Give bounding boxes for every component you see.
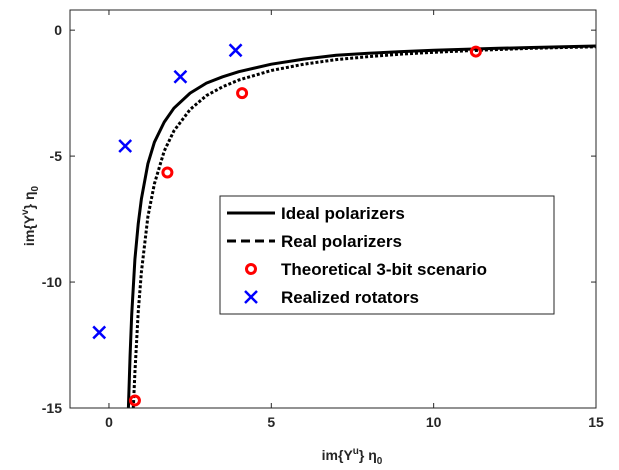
legend-label-real: Real polarizers bbox=[281, 232, 402, 251]
legend-swatch-realized bbox=[244, 290, 258, 304]
realized-rotator-point bbox=[118, 139, 133, 153]
realized-rotator-point bbox=[228, 43, 243, 58]
theoretical-point bbox=[161, 166, 174, 179]
realized-rotator-point bbox=[92, 325, 107, 340]
theoretical-point bbox=[128, 394, 141, 407]
legend-swatch-theoretical bbox=[245, 263, 257, 275]
x-tick-label: 5 bbox=[267, 414, 275, 430]
axis-ticks: 0 5 10 15 0 -5 -10 -15 bbox=[42, 10, 604, 430]
theoretical-point bbox=[236, 87, 249, 100]
x-tick-label: 15 bbox=[588, 414, 604, 430]
legend-label-ideal: Ideal polarizers bbox=[281, 204, 405, 223]
legend-label-realized: Realized rotators bbox=[281, 288, 419, 307]
x-tick-label: 10 bbox=[426, 414, 442, 430]
x-axis-label: im{Yu} η0 bbox=[322, 446, 383, 467]
y-axis-label: im{Yv} η0 bbox=[20, 185, 41, 246]
y-tick-label: -5 bbox=[50, 148, 63, 164]
realized-rotator-point bbox=[173, 69, 188, 84]
y-tick-label: -15 bbox=[42, 400, 62, 416]
x-tick-label: 0 bbox=[105, 414, 113, 430]
y-tick-label: -10 bbox=[42, 274, 62, 290]
legend: Ideal polarizers Real polarizers Theoret… bbox=[219, 195, 555, 315]
theoretical-point bbox=[469, 45, 482, 58]
axes-box bbox=[69, 9, 597, 409]
plot-marks bbox=[92, 43, 597, 409]
series-line-real bbox=[131, 45, 597, 409]
legend-label-theoretical: Theoretical 3-bit scenario bbox=[281, 260, 487, 279]
legend-box bbox=[219, 195, 555, 315]
y-tick-label: 0 bbox=[54, 22, 62, 38]
